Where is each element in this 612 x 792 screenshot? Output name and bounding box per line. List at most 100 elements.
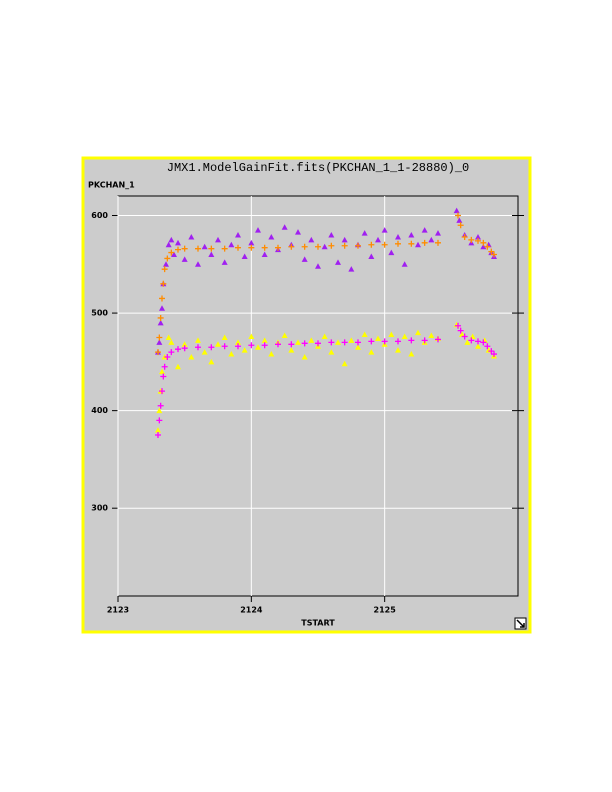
data-point	[488, 348, 495, 355]
data-point	[475, 237, 481, 244]
data-point	[159, 368, 165, 375]
data-point	[435, 336, 441, 343]
data-point	[201, 349, 208, 355]
data-point	[208, 245, 215, 252]
data-point	[261, 251, 268, 258]
data-point	[215, 236, 221, 243]
data-point	[381, 241, 388, 248]
data-point	[328, 232, 335, 238]
data-point	[241, 253, 248, 259]
data-point	[395, 240, 401, 247]
x-tick-label: 2124	[240, 606, 263, 615]
data-point	[435, 239, 441, 246]
data-point	[221, 343, 228, 350]
data-point	[161, 266, 168, 273]
data-point	[175, 346, 181, 353]
data-point	[156, 417, 163, 424]
data-point	[321, 333, 328, 339]
chart-title: JMX1.ModelGainFit.fits(PKCHAN_1_1-28880)…	[167, 161, 469, 175]
y-tick-label: 500	[91, 309, 108, 318]
data-point	[315, 243, 321, 250]
data-point	[421, 227, 428, 233]
data-point	[248, 244, 255, 251]
data-point	[456, 217, 463, 223]
data-point	[195, 337, 201, 343]
data-point	[408, 337, 415, 344]
y-axis-label: PKCHAN_1	[88, 181, 135, 190]
data-point	[308, 236, 315, 243]
series	[155, 212, 497, 356]
data-point	[355, 339, 361, 346]
data-point	[155, 427, 161, 433]
data-point	[475, 343, 481, 349]
data-point	[301, 353, 308, 360]
data-point	[488, 248, 495, 255]
data-point	[188, 353, 195, 360]
data-point	[208, 251, 215, 258]
data-point	[453, 207, 460, 214]
data-point	[165, 334, 172, 340]
x-tick-label: 2123	[107, 606, 129, 615]
data-point	[155, 432, 161, 439]
data-point	[335, 339, 341, 345]
data-point	[395, 347, 401, 353]
data-point	[368, 349, 375, 355]
data-point	[468, 337, 475, 344]
data-point	[368, 338, 375, 345]
resize-icon[interactable]	[514, 617, 527, 630]
data-point	[156, 334, 163, 341]
data-point	[168, 236, 175, 243]
data-point	[159, 305, 165, 311]
data-point	[421, 239, 428, 246]
data-point	[341, 236, 348, 243]
data-point	[261, 244, 268, 251]
data-point	[388, 331, 395, 338]
data-point	[157, 314, 164, 321]
data-point	[375, 236, 381, 243]
data-point	[255, 227, 261, 233]
data-point	[401, 333, 408, 339]
data-point	[281, 332, 288, 339]
data-point	[155, 349, 161, 356]
data-point	[480, 239, 487, 246]
data-point	[221, 245, 228, 252]
data-point	[315, 263, 321, 269]
data-point	[491, 351, 497, 358]
data-point	[201, 243, 208, 250]
data-point	[459, 331, 465, 338]
data-point	[401, 261, 408, 267]
data-point	[221, 334, 228, 340]
data-point	[181, 341, 188, 347]
data-point	[421, 337, 428, 344]
data-point	[348, 337, 355, 343]
data-point	[375, 335, 381, 341]
data-point	[335, 259, 341, 265]
data-point	[159, 295, 165, 302]
data-point	[248, 333, 255, 339]
data-point	[261, 342, 268, 349]
data-point	[341, 339, 348, 346]
data-point	[341, 242, 348, 249]
data-point	[288, 243, 295, 250]
data-point	[368, 253, 375, 259]
data-point	[188, 233, 195, 240]
data-point	[228, 351, 235, 357]
data-point	[457, 327, 464, 334]
data-point	[341, 360, 348, 367]
data-point	[328, 349, 335, 355]
x-tick-label: 2125	[374, 606, 397, 615]
data-point	[159, 388, 165, 395]
data-point	[348, 266, 355, 272]
data-point	[480, 339, 487, 346]
data-point	[235, 232, 241, 238]
data-point	[415, 329, 421, 336]
data-point	[475, 233, 481, 240]
data-point	[361, 230, 368, 236]
data-point	[491, 251, 497, 258]
data-point	[484, 243, 491, 250]
y-tick-label: 300	[91, 504, 108, 513]
y-tick-label: 600	[91, 211, 108, 220]
data-point	[295, 339, 301, 345]
data-point	[168, 349, 175, 356]
